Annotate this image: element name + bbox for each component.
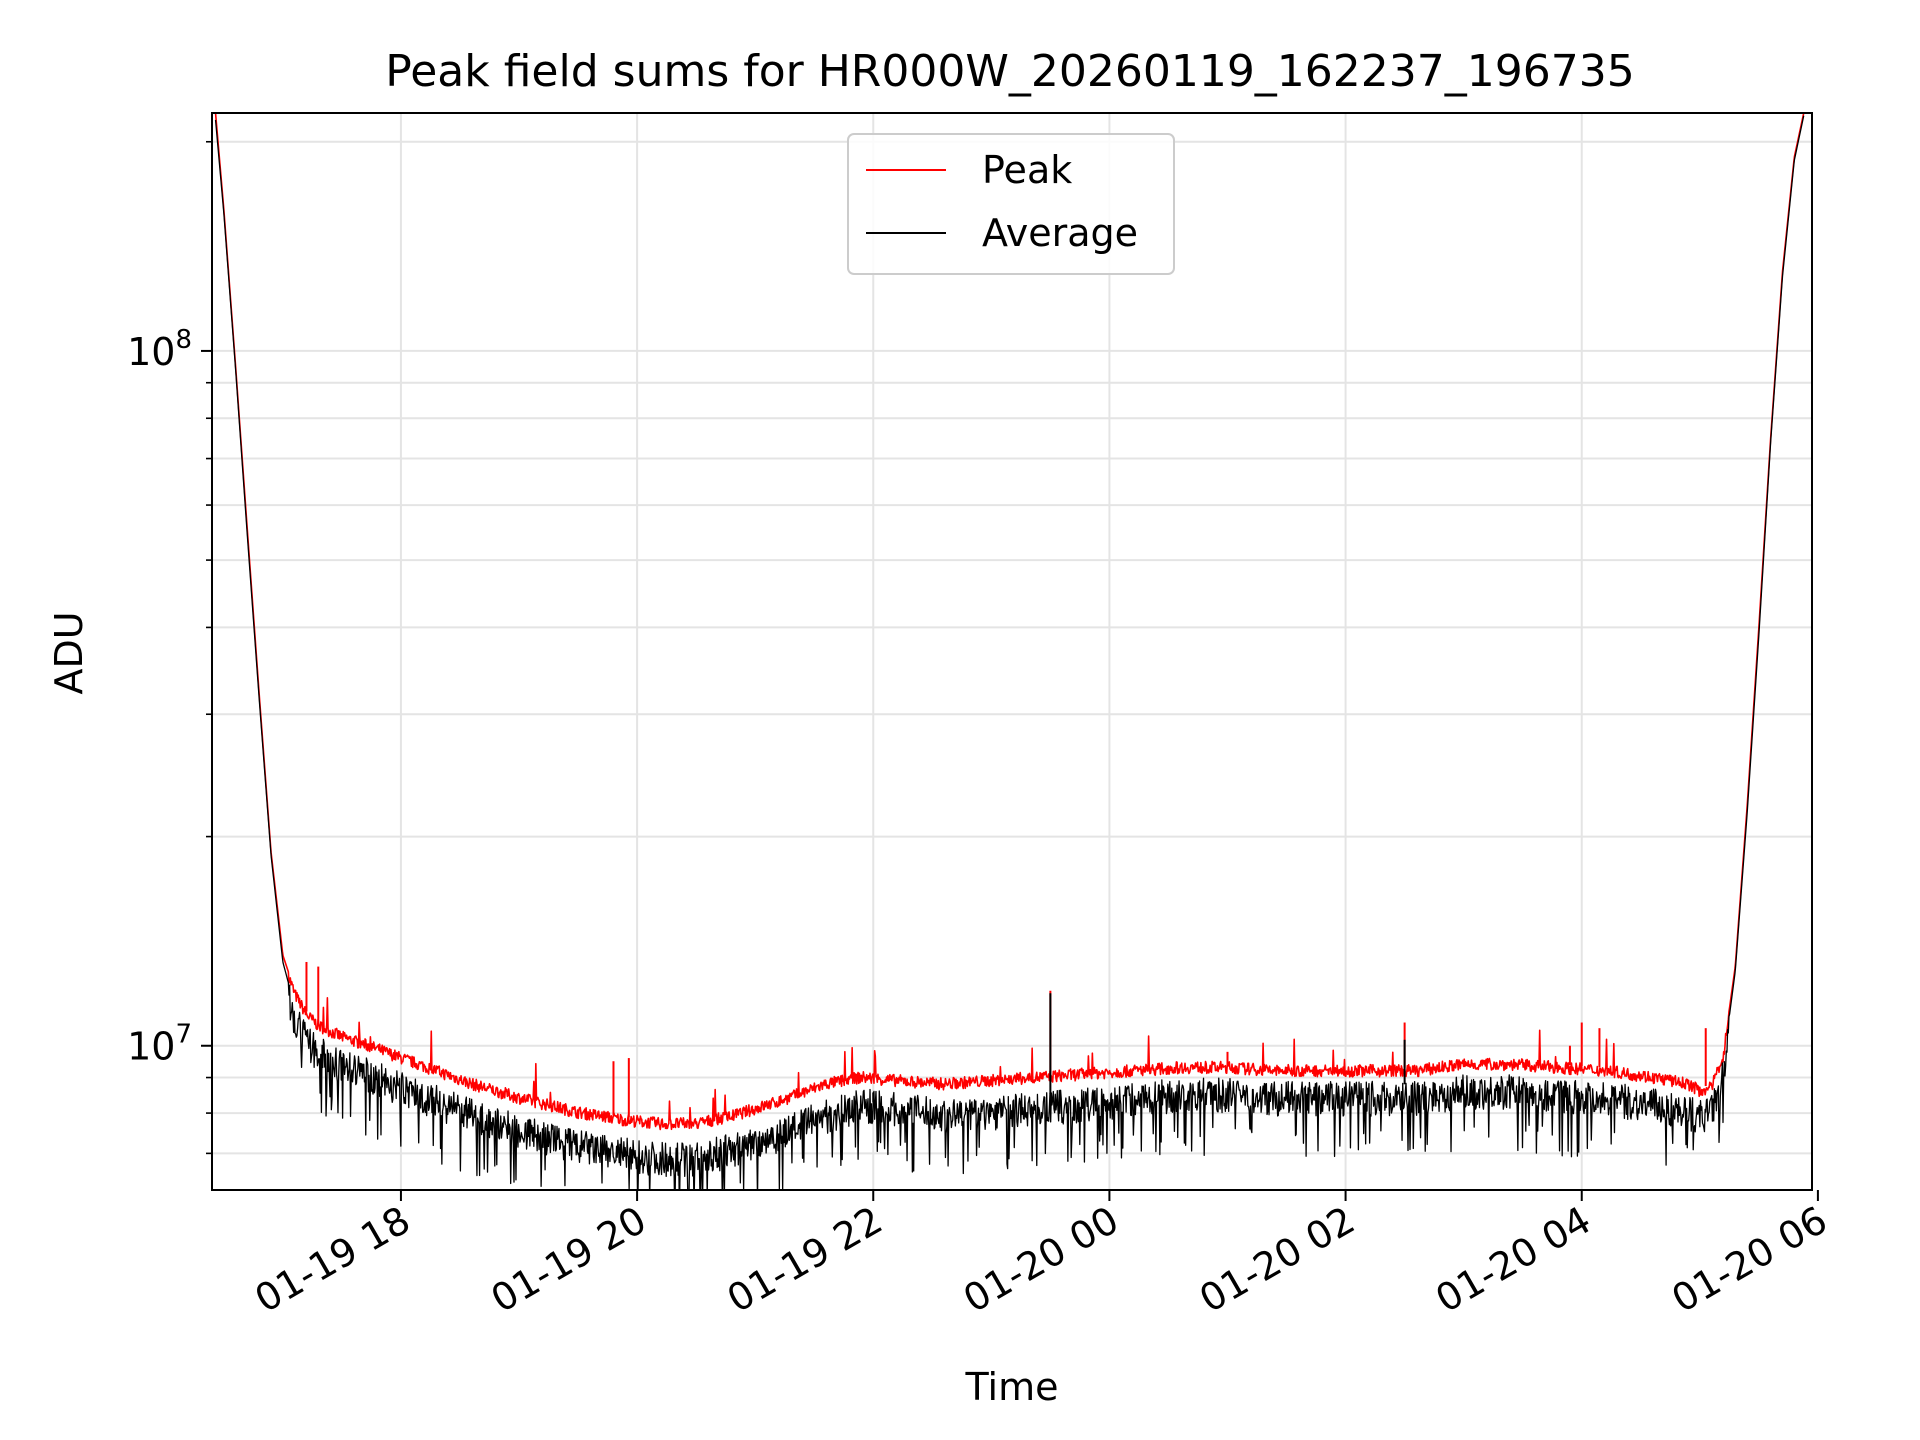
x-axis-label: Time <box>965 1365 1059 1409</box>
plot-frame <box>211 112 1813 1191</box>
series-line <box>214 113 1805 1131</box>
legend-label-peak: Peak <box>982 148 1072 192</box>
y-tick-label: 108 <box>127 325 192 374</box>
legend: Peak Average <box>847 133 1175 275</box>
y-axis: 107 108 <box>127 140 212 1155</box>
grid <box>212 113 1812 1190</box>
y-axis-label: ADU <box>47 611 91 694</box>
y-tick-label: 107 <box>127 1020 192 1069</box>
series-average <box>214 115 1805 1190</box>
series-group <box>214 113 1805 1190</box>
legend-label-average: Average <box>982 211 1138 255</box>
series-line <box>214 115 1805 1190</box>
chart-title: Peak field sums for HR000W_20260119_1622… <box>385 46 1635 97</box>
